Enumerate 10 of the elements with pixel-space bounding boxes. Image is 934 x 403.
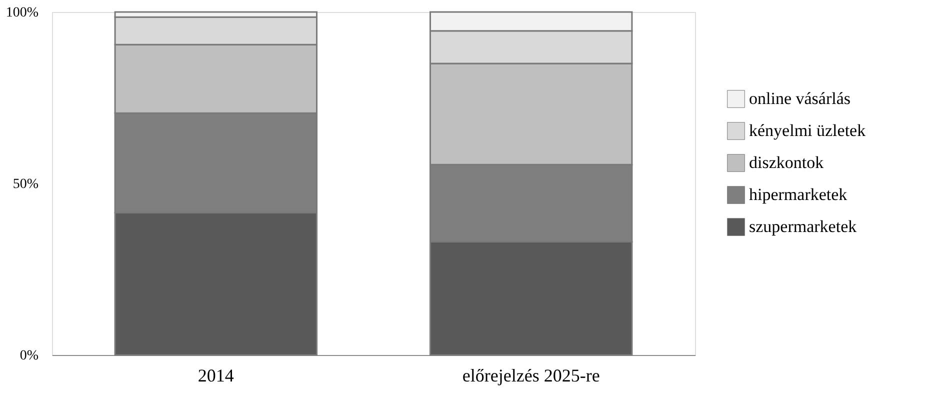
legend-label: diszkontok	[749, 153, 824, 172]
y-tick-label: 100%	[6, 6, 39, 20]
legend-label: kényelmi üzletek	[749, 121, 866, 140]
legend-label: szupermarketek	[749, 217, 858, 236]
x-tick-label: előrejelzés 2025-re	[462, 366, 600, 386]
legend-label: hipermarketek	[749, 185, 848, 204]
x-tick-label: 2014	[198, 366, 234, 386]
y-tick-label: 50%	[12, 177, 39, 192]
legend-label: online vásárlás	[749, 89, 850, 108]
y-tick-label: 0%	[20, 348, 39, 364]
